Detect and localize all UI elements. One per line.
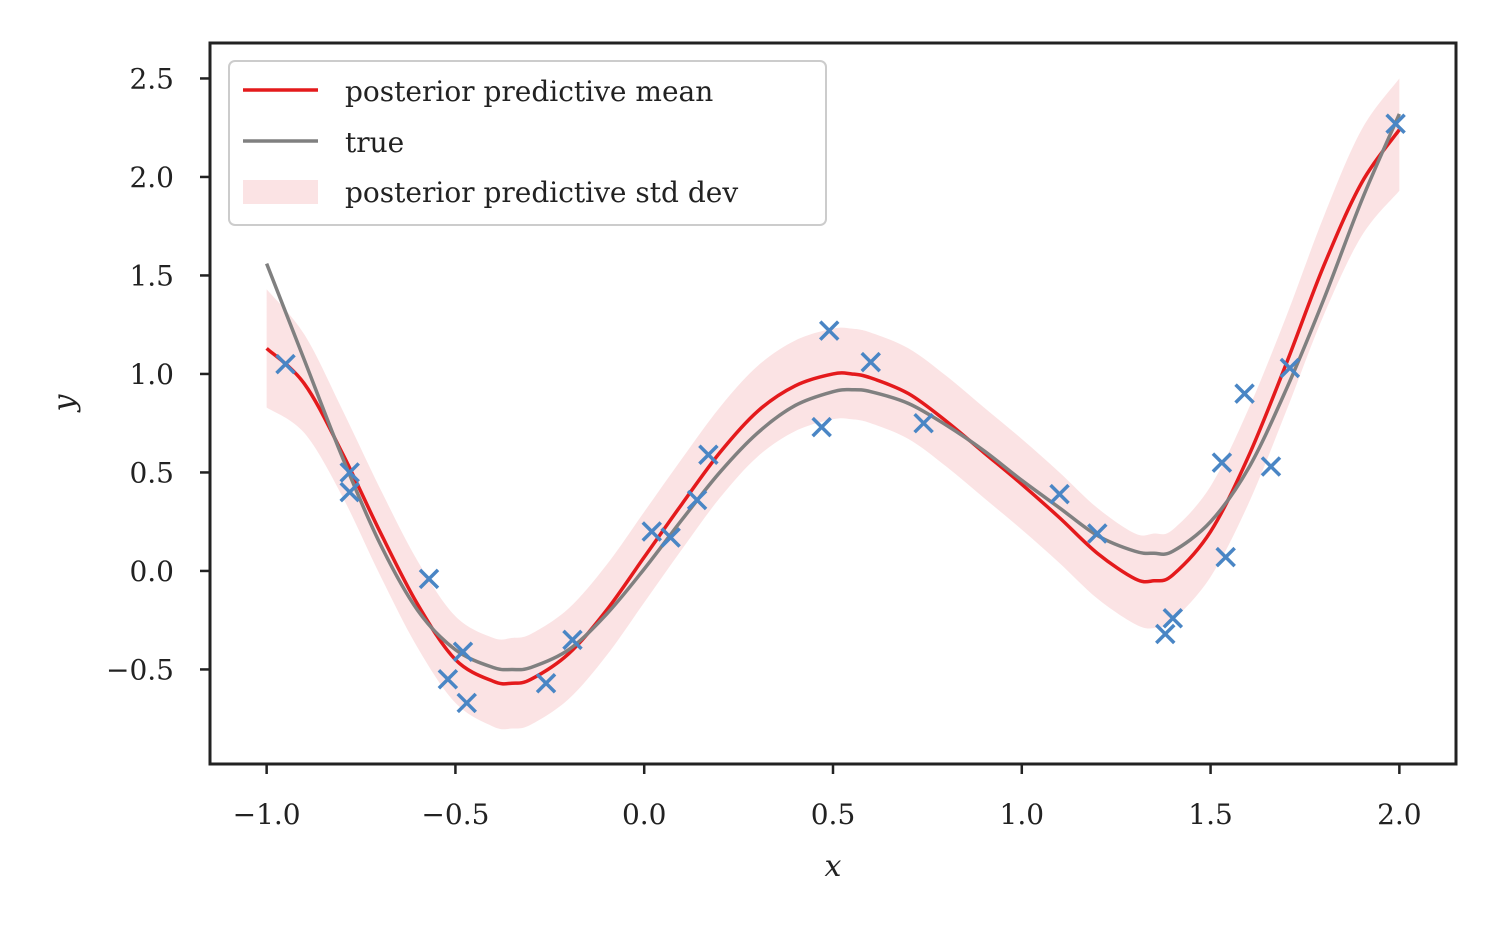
x-tick-label: 1.0 <box>1000 798 1045 831</box>
data-point <box>811 416 832 438</box>
data-point <box>1155 623 1176 645</box>
data-point <box>562 629 583 651</box>
data-point <box>1234 383 1255 404</box>
mean-line <box>265 128 1401 686</box>
x-tick-label: 0.5 <box>811 798 856 831</box>
y-tick-label: 0.0 <box>129 555 174 588</box>
data-point <box>452 641 474 662</box>
data-point <box>535 672 557 694</box>
legend-band-swatch <box>243 180 318 204</box>
data-point <box>1260 456 1282 477</box>
y-tick-label: 1.0 <box>129 358 174 391</box>
y-tick-label: 1.5 <box>129 259 174 292</box>
line-layer <box>265 113 1401 686</box>
data-point <box>339 462 360 483</box>
y-axis-label: y <box>47 393 82 413</box>
x-tick-label: 2.0 <box>1377 798 1422 831</box>
legend-mean-label: posterior predictive mean <box>345 75 713 108</box>
x-tick-label: 0.0 <box>622 798 667 831</box>
data-point <box>437 669 459 690</box>
y-tick-label: 2.0 <box>129 161 174 194</box>
x-axis-ticks: −1.0 −0.5 0.0 0.5 1.0 1.5 2.0 <box>233 764 1422 831</box>
true-line <box>265 113 1401 672</box>
data-point <box>641 521 663 542</box>
data-point <box>1385 113 1406 135</box>
legend-box <box>228 60 827 226</box>
data-point <box>1087 523 1108 544</box>
data-point <box>860 351 881 373</box>
data-point <box>1211 452 1233 473</box>
data-points-layer <box>275 113 1406 714</box>
legend: posterior predictive mean true posterior… <box>228 60 827 226</box>
data-point <box>1215 546 1236 568</box>
data-point <box>660 527 681 548</box>
x-tick-label: −1.0 <box>233 798 301 831</box>
y-tick-label: 0.5 <box>129 456 174 489</box>
legend-true-label: true <box>345 126 404 159</box>
x-tick-label: 1.5 <box>1188 798 1233 831</box>
data-point <box>1279 357 1301 379</box>
data-point <box>275 353 296 375</box>
data-point <box>456 692 477 714</box>
data-point <box>339 481 360 503</box>
data-point <box>818 320 840 341</box>
y-tick-label: 2.5 <box>129 62 174 95</box>
y-tick-label: −0.5 <box>106 653 174 686</box>
data-point <box>913 412 934 434</box>
data-point <box>418 568 440 590</box>
x-tick-label: −0.5 <box>421 798 489 831</box>
legend-band-label: posterior predictive std dev <box>345 176 738 209</box>
y-axis-ticks: −0.5 0.0 0.5 1.0 1.5 2.0 2.5 <box>106 62 210 686</box>
data-point <box>1049 483 1070 505</box>
x-axis-label: x <box>825 849 842 884</box>
data-point <box>1162 607 1184 629</box>
data-point <box>686 489 708 511</box>
data-point <box>698 444 719 465</box>
